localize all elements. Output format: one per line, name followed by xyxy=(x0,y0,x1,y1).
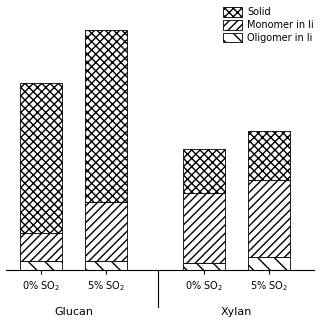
Bar xyxy=(85,30,127,202)
Text: Glucan: Glucan xyxy=(54,307,93,317)
Bar xyxy=(183,263,225,270)
Text: Xylan: Xylan xyxy=(221,307,252,317)
Bar xyxy=(20,233,62,261)
Bar xyxy=(20,261,62,270)
Bar xyxy=(183,193,225,263)
Bar xyxy=(183,149,225,193)
Legend: Solid, Monomer in li, Oligomer in li: Solid, Monomer in li, Oligomer in li xyxy=(221,5,316,45)
Bar xyxy=(248,257,290,270)
Bar xyxy=(248,131,290,180)
Bar xyxy=(20,83,62,233)
Bar xyxy=(85,202,127,261)
Bar xyxy=(248,180,290,257)
Bar xyxy=(85,261,127,270)
